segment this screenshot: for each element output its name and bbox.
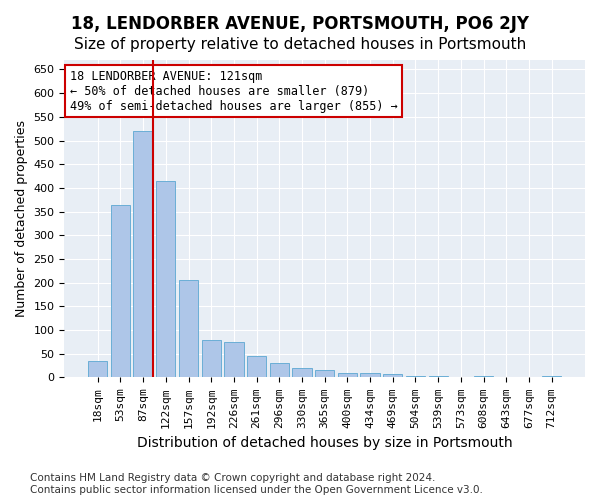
Bar: [269, 363, 289, 378]
Y-axis label: Number of detached properties: Number of detached properties: [15, 120, 28, 317]
Bar: [428, 376, 448, 378]
X-axis label: Distribution of detached houses by size in Portsmouth: Distribution of detached houses by size …: [137, 436, 512, 450]
Bar: [247, 356, 266, 378]
Text: 18 LENDORBER AVENUE: 121sqm
← 50% of detached houses are smaller (879)
49% of se: 18 LENDORBER AVENUE: 121sqm ← 50% of det…: [70, 70, 397, 112]
Bar: [156, 181, 175, 378]
Bar: [474, 376, 493, 378]
Bar: [361, 372, 380, 378]
Bar: [383, 374, 403, 378]
Bar: [179, 280, 198, 378]
Text: Size of property relative to detached houses in Portsmouth: Size of property relative to detached ho…: [74, 38, 526, 52]
Bar: [202, 340, 221, 378]
Bar: [133, 131, 153, 378]
Bar: [88, 361, 107, 378]
Bar: [542, 376, 562, 378]
Text: 18, LENDORBER AVENUE, PORTSMOUTH, PO6 2JY: 18, LENDORBER AVENUE, PORTSMOUTH, PO6 2J…: [71, 15, 529, 33]
Bar: [111, 204, 130, 378]
Bar: [406, 376, 425, 378]
Text: Contains HM Land Registry data © Crown copyright and database right 2024.
Contai: Contains HM Land Registry data © Crown c…: [30, 474, 483, 495]
Bar: [224, 342, 244, 378]
Bar: [315, 370, 334, 378]
Bar: [292, 368, 311, 378]
Bar: [338, 372, 357, 378]
